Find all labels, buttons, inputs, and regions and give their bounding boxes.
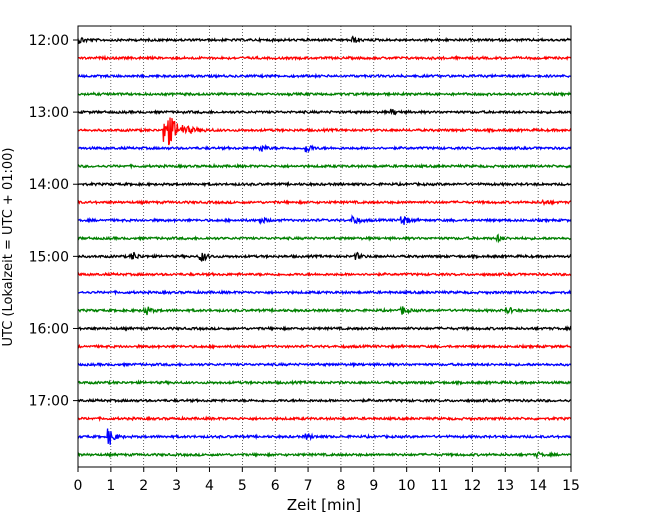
trace-1330 — [77, 143, 572, 154]
trace-1730 — [77, 428, 572, 445]
trace-1515 — [77, 271, 572, 278]
trace-1530 — [77, 289, 572, 296]
plot-frame — [77, 25, 572, 468]
x-axis-ticks: 0 1 2 3 4 5 6 7 8 9 10 11 12 13 14 15 — [74, 467, 580, 494]
y-tick-label: 12:00 — [29, 33, 69, 49]
x-tick-label: 6 — [271, 478, 280, 494]
trace-1245 — [77, 90, 572, 98]
seismogram-traces — [77, 35, 572, 460]
trace-1400 — [77, 180, 572, 188]
trace-1700 — [77, 397, 572, 404]
trace-1600 — [77, 325, 572, 332]
trace-1630 — [77, 361, 572, 368]
x-tick-label: 10 — [398, 478, 416, 494]
y-tick-label: 14:00 — [29, 177, 69, 193]
y-tick-label: 13:00 — [29, 105, 69, 121]
trace-1215 — [77, 54, 572, 62]
trace-1200 — [77, 35, 572, 44]
x-tick-label: 3 — [172, 478, 181, 494]
x-tick-label: 1 — [106, 478, 115, 494]
trace-1415 — [77, 198, 572, 207]
trace-1715 — [77, 415, 572, 423]
trace-1500 — [77, 251, 572, 263]
y-tick-label: 16:00 — [29, 321, 69, 337]
trace-1230 — [77, 72, 572, 80]
x-axis-label: Zeit [min] — [287, 496, 361, 514]
trace-1430 — [77, 214, 572, 226]
y-axis-ticks: 12:00 13:00 14:00 15:00 16:00 17:00 — [29, 33, 78, 410]
x-tick-label: 11 — [431, 478, 449, 494]
x-tick-label: 5 — [238, 478, 247, 494]
trace-1445 — [77, 233, 572, 244]
x-tick-label: 13 — [496, 478, 514, 494]
trace-1345 — [77, 162, 572, 170]
x-tick-label: 9 — [369, 478, 378, 494]
x-tick-label: 0 — [74, 478, 83, 494]
trace-1545 — [77, 305, 572, 316]
y-tick-label: 15:00 — [29, 249, 69, 265]
trace-1745 — [77, 450, 572, 460]
x-tick-label: 14 — [529, 478, 547, 494]
trace-1645 — [77, 379, 572, 386]
y-axis-label: UTC (Lokalzeit = UTC + 01:00) — [1, 148, 16, 347]
x-tick-label: 12 — [463, 478, 481, 494]
x-tick-label: 2 — [139, 478, 148, 494]
y-tick-label: 17:00 — [29, 394, 69, 410]
trace-1315 — [77, 117, 572, 146]
trace-1300 — [77, 108, 572, 116]
x-tick-label: 7 — [304, 478, 313, 494]
trace-1615 — [77, 343, 572, 350]
x-tick-label: 8 — [336, 478, 345, 494]
x-tick-label: 15 — [562, 478, 580, 494]
x-tick-label: 4 — [205, 478, 214, 494]
